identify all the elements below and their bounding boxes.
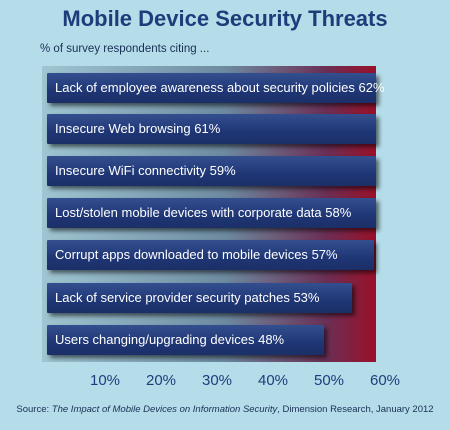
source-prefix: Source: <box>16 404 52 415</box>
bar-6: Lack of service provider security patche… <box>47 283 352 313</box>
source-suffix: , Dimension Research, January 2012 <box>277 404 434 415</box>
x-tick-label: 40% <box>257 372 289 389</box>
source-title: The Impact of Mobile Devices on Informat… <box>51 404 278 415</box>
bar-value-label: 62% <box>358 80 385 95</box>
bar-label: Insecure WiFi connectivity <box>55 163 206 178</box>
bar-label: Lack of employee awareness about securit… <box>55 80 355 95</box>
bar-4: Lost/stolen mobile devices with corporat… <box>47 198 376 228</box>
chart-title: Mobile Device Security Threats <box>62 6 388 31</box>
x-tick-label: 10% <box>89 372 121 389</box>
bar-3: Insecure WiFi connectivity 59% <box>47 156 376 186</box>
x-tick-label: 60% <box>369 372 401 389</box>
bar-label: Users changing/upgrading devices <box>55 332 255 347</box>
x-tick-label: 30% <box>201 372 233 389</box>
chart-subtitle: % of survey respondents citing ... <box>40 43 210 55</box>
bar-label: Corrupt apps downloaded to mobile device… <box>55 247 308 262</box>
bar-value-label: 58% <box>325 205 352 220</box>
bar-7: Users changing/upgrading devices 48% <box>47 325 324 355</box>
plot-area: Lack of employee awareness about securit… <box>42 66 385 362</box>
bar-1: Lack of employee awareness about securit… <box>47 73 385 103</box>
bar-value-label: 57% <box>311 247 338 262</box>
bar-value-label: 53% <box>293 290 320 305</box>
x-tick-label: 20% <box>145 372 177 389</box>
bar-value-label: 61% <box>194 121 221 136</box>
bar-value-label: 48% <box>258 332 285 347</box>
source-note: Source: The Impact of Mobile Devices on … <box>0 404 450 415</box>
bar-label: Lack of service provider security patche… <box>55 290 290 305</box>
bar-2: Insecure Web browsing 61% <box>47 114 376 144</box>
x-tick-label: 50% <box>313 372 345 389</box>
bar-value-label: 59% <box>209 163 236 178</box>
bar-label: Lost/stolen mobile devices with corporat… <box>55 205 322 220</box>
bar-5: Corrupt apps downloaded to mobile device… <box>47 240 375 270</box>
bar-label: Insecure Web browsing <box>55 121 191 136</box>
